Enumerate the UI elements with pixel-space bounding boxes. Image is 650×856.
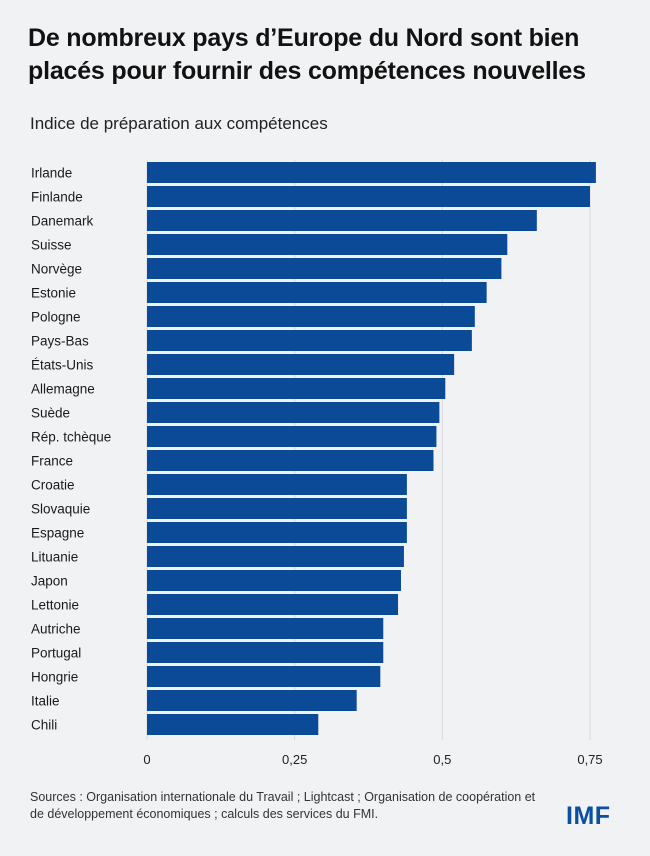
bar xyxy=(147,594,399,615)
chart-subtitle: Indice de préparation aux compétences xyxy=(30,114,328,133)
x-tick-labels: 0 0,25 0,5 0,75 xyxy=(143,752,602,767)
x-tick-label: 0,75 xyxy=(577,752,602,767)
category-label: Croatie xyxy=(31,478,75,493)
category-label: Danemark xyxy=(31,214,94,229)
bar xyxy=(147,618,384,639)
x-tick-label: 0,5 xyxy=(433,752,451,767)
category-label: Espagne xyxy=(31,526,84,541)
category-label: Norvège xyxy=(31,262,82,277)
x-tick-label: 0 xyxy=(143,752,150,767)
category-label: Finlande xyxy=(31,190,83,205)
category-label: Irlande xyxy=(31,166,72,181)
category-label: Hongrie xyxy=(31,670,78,685)
bar xyxy=(147,522,407,543)
bars xyxy=(147,162,596,735)
bar xyxy=(147,474,407,495)
bar xyxy=(147,450,434,471)
chart-title: De nombreux pays d’Europe du Nord sont b… xyxy=(28,24,586,85)
category-label: Portugal xyxy=(31,646,81,661)
bar xyxy=(147,282,487,303)
category-label: Italie xyxy=(31,694,60,709)
category-label: Lettonie xyxy=(31,598,79,613)
category-label: Pays-Bas xyxy=(31,334,89,349)
bar xyxy=(147,258,502,279)
bar xyxy=(147,498,407,519)
x-tick-label: 0,25 xyxy=(282,752,307,767)
category-label: France xyxy=(31,454,73,469)
category-label: Lituanie xyxy=(31,550,78,565)
category-label: Allemagne xyxy=(31,382,95,397)
bar xyxy=(147,714,319,735)
bar xyxy=(147,306,475,327)
source-note: Sources : Organisation internationale du… xyxy=(30,790,536,821)
bar xyxy=(147,690,357,711)
category-label: Japon xyxy=(31,574,68,589)
category-label: Pologne xyxy=(31,310,81,325)
bar xyxy=(147,402,440,423)
bar-chart: Irlande Finlande Danemark Suisse Norvège Esto… xyxy=(31,160,603,767)
category-label: Rép. tchèque xyxy=(31,430,111,445)
bar xyxy=(147,162,596,183)
category-label: Estonie xyxy=(31,286,76,301)
bar xyxy=(147,570,401,591)
imf-logo: IMF xyxy=(566,802,611,830)
category-label: Suède xyxy=(31,406,70,421)
category-label: Suisse xyxy=(31,238,72,253)
bar xyxy=(147,234,508,255)
bar xyxy=(147,354,455,375)
bar xyxy=(147,546,404,567)
bar xyxy=(147,330,472,351)
bar xyxy=(147,210,537,231)
bar xyxy=(147,378,446,399)
category-label: États-Unis xyxy=(31,358,94,373)
category-label: Chili xyxy=(31,718,57,733)
category-label: Autriche xyxy=(31,622,81,637)
bar xyxy=(147,666,381,687)
bar xyxy=(147,426,437,447)
bar xyxy=(147,186,590,207)
category-labels: Irlande Finlande Danemark Suisse Norvège Esto… xyxy=(31,166,111,733)
category-label: Slovaquie xyxy=(31,502,90,517)
bar xyxy=(147,642,384,663)
